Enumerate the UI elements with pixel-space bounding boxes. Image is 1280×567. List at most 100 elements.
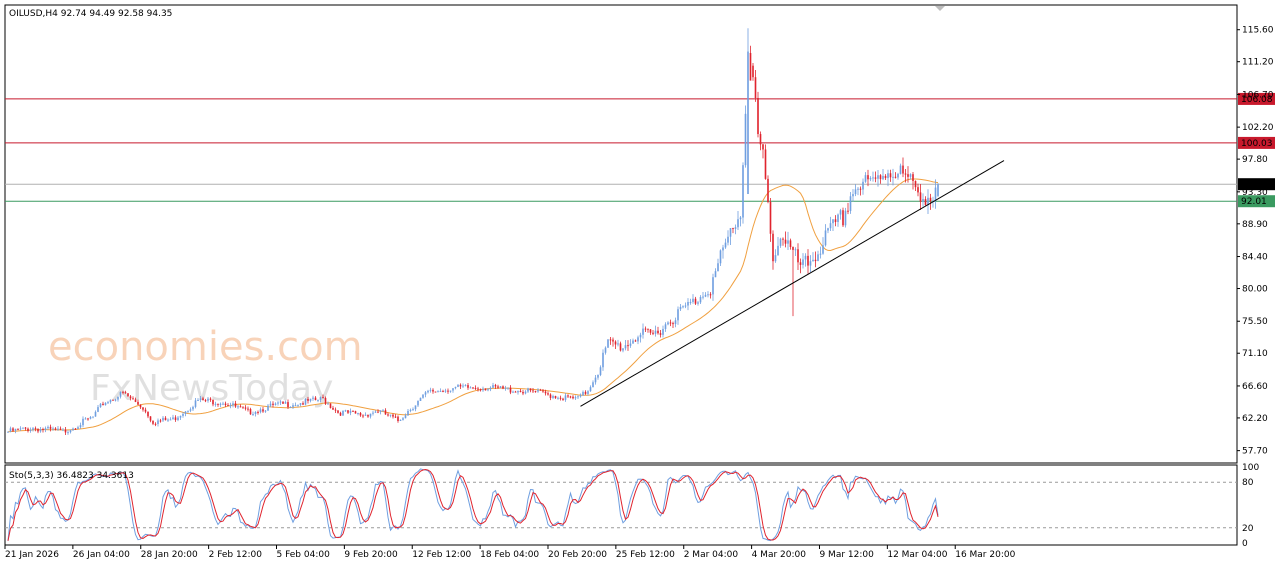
- candle-body: [652, 332, 654, 334]
- candle-body: [887, 173, 889, 179]
- candle-body: [742, 165, 744, 218]
- candle-body: [529, 388, 532, 391]
- candle-body: [22, 427, 24, 429]
- candle-body: [544, 391, 547, 394]
- candle-body: [602, 352, 604, 368]
- candle-body: [744, 113, 747, 166]
- candle-body: [417, 400, 419, 406]
- candle-body: [134, 399, 137, 402]
- candle-body: [247, 408, 249, 410]
- candle-body: [369, 413, 372, 417]
- candle-body: [377, 411, 379, 413]
- candle-body: [32, 428, 34, 430]
- candle-body: [899, 165, 902, 174]
- candle-body: [359, 412, 362, 416]
- candle-body: [582, 391, 584, 396]
- candle-body: [257, 411, 259, 413]
- candle-body: [484, 388, 487, 391]
- level-value-label: 106.08: [1241, 95, 1273, 105]
- candle-body: [727, 236, 729, 243]
- level-value-label: 92.01: [1241, 197, 1267, 207]
- candle-body: [482, 388, 484, 391]
- candle-body: [317, 399, 319, 401]
- candle-body: [327, 403, 329, 405]
- candle-body: [814, 259, 817, 262]
- y-tick-label: 66.60: [1242, 382, 1268, 392]
- candle-body: [299, 403, 302, 405]
- candle-body: [342, 410, 344, 416]
- candle-body: [724, 242, 727, 248]
- candle-body: [572, 396, 574, 399]
- candle-body: [662, 328, 664, 335]
- candle-body: [777, 245, 779, 256]
- candle-body: [802, 259, 804, 265]
- candle-body: [212, 399, 214, 405]
- candle-body: [597, 374, 599, 378]
- candle-body: [19, 428, 22, 430]
- candle-body: [627, 345, 629, 347]
- candle-body: [764, 149, 767, 179]
- candle-body: [749, 52, 752, 81]
- x-tick-label: 5 Feb 04:00: [276, 550, 330, 560]
- candle-body: [187, 410, 189, 412]
- stoch-level-label: 20: [1242, 524, 1254, 534]
- candle-body: [107, 402, 109, 404]
- scroll-marker-icon[interactable]: [935, 6, 945, 11]
- candle-body: [797, 249, 799, 263]
- candle-body: [69, 430, 72, 433]
- level-value-label: 94.35: [1241, 180, 1267, 190]
- candle-body: [699, 297, 702, 303]
- candle-body: [669, 322, 672, 324]
- candle-body: [737, 219, 739, 228]
- candle-body: [917, 187, 919, 193]
- candle-body: [837, 214, 839, 223]
- candle-body: [604, 347, 607, 353]
- chart-title: OILUSD,H4 92.74 94.49 92.58 94.35: [9, 9, 172, 19]
- x-tick-label: 9 Feb 20:00: [344, 550, 398, 560]
- candle-body: [772, 233, 774, 262]
- stoch-k-line: [7, 468, 939, 542]
- candle-body: [269, 403, 272, 406]
- candle-body: [924, 199, 927, 205]
- candle-body: [697, 302, 699, 304]
- candle-body: [182, 413, 184, 416]
- candle-body: [94, 411, 97, 417]
- candle-body: [39, 429, 42, 432]
- candle-body: [84, 418, 87, 420]
- candle-body: [494, 385, 497, 387]
- candle-body: [594, 377, 597, 383]
- candle-body: [882, 175, 884, 180]
- candle-body: [624, 345, 627, 349]
- candle-body: [524, 391, 527, 394]
- candle-body: [834, 219, 837, 223]
- candle-body: [419, 397, 422, 401]
- candle-body: [927, 197, 929, 205]
- candle-body: [719, 250, 722, 264]
- candle-body: [12, 428, 14, 431]
- candle-body: [422, 394, 424, 398]
- candle-body: [884, 175, 887, 179]
- candle-body: [567, 395, 569, 397]
- x-tick-label: 25 Feb 12:00: [616, 550, 675, 560]
- candle-body: [412, 409, 414, 411]
- candle-body: [364, 414, 367, 416]
- candle-body: [332, 407, 334, 410]
- candle-body: [844, 210, 847, 226]
- candle-body: [349, 410, 352, 413]
- candle-body: [324, 398, 327, 404]
- candle-body: [467, 385, 469, 388]
- candle-body: [909, 174, 912, 177]
- candle-body: [504, 387, 507, 389]
- candle-body: [709, 294, 712, 296]
- candle-body: [807, 255, 809, 266]
- candle-body: [562, 398, 564, 400]
- candle-body: [577, 396, 579, 398]
- candle-body: [272, 403, 274, 405]
- candle-body: [922, 199, 924, 202]
- candle-body: [492, 385, 494, 388]
- candle-body: [44, 428, 47, 430]
- candle-body: [394, 416, 397, 418]
- candle-body: [174, 417, 177, 420]
- candle-body: [184, 411, 187, 414]
- x-tick-label: 4 Mar 20:00: [752, 550, 807, 560]
